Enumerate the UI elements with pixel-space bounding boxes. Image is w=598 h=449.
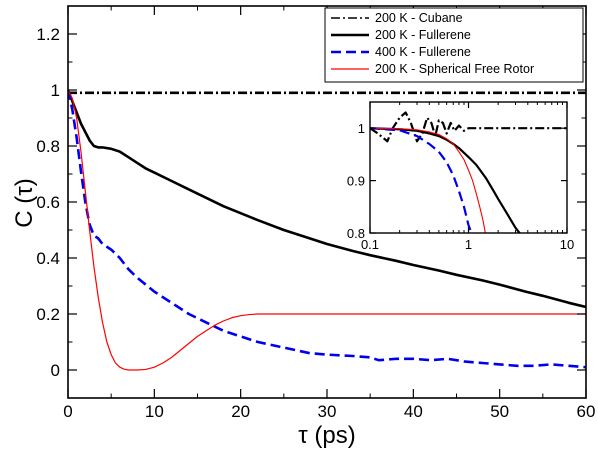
inset-series-line-1	[370, 127, 522, 233]
main-series-group	[68, 89, 586, 371]
legend-box	[324, 7, 584, 83]
main-y-tick-label-0: 0	[51, 361, 60, 380]
main-x-axis-label: τ (ps)	[298, 422, 355, 449]
inset-y-tick-label-1: 0.9	[347, 174, 365, 189]
main-x-tick-label-3: 30	[318, 402, 337, 421]
main-x-tick-label-4: 40	[404, 402, 423, 421]
main-x-tick-label-5: 50	[490, 402, 509, 421]
main-y-tick-label-4: 0.8	[36, 137, 60, 156]
main-x-tick-label-1: 10	[145, 402, 164, 421]
main-y-tick-label-6: 1.2	[36, 25, 60, 44]
legend-label-cubane: 200 K - Cubane	[375, 11, 463, 25]
main-plot: 0 10 20 30 40 50 60 0 0.2 0.4 0.6 0.8 1 1.2 τ (ps) C …	[11, 5, 596, 449]
inset-series-group	[370, 111, 567, 233]
inset-x-tick-label-0: 0.1	[361, 237, 379, 252]
main-y-tick-label-3: 0.6	[36, 193, 60, 212]
inset-series-line-3	[370, 127, 486, 233]
inset-y-tick-label-0: 0.8	[347, 226, 365, 241]
inset-x-tick-label-1: 1	[465, 237, 472, 252]
main-x-tick-label-6: 60	[577, 402, 596, 421]
main-y-axis-label: C (τ)	[11, 178, 38, 227]
main-y-tick-label-1: 0.2	[36, 305, 60, 324]
inset-series-line-2	[370, 127, 473, 233]
main-x-tick-label-2: 20	[231, 402, 250, 421]
main-series-line-3	[68, 89, 586, 371]
inset-background	[370, 102, 567, 233]
main-series-line-2	[68, 89, 586, 369]
legend: 200 K - Cubane 200 K - Fullerene 400 K -…	[324, 7, 584, 83]
inset-plot: 0.1 1 10 0.8 0.9 1	[347, 101, 574, 252]
legend-label-fullerene-200k: 200 K - Fullerene	[375, 28, 471, 42]
main-y-tick-label-2: 0.4	[36, 249, 60, 268]
inset-y-tick-label-2: 1	[358, 121, 365, 136]
main-x-tick-label-0: 0	[63, 402, 72, 421]
inset-x-tick-label-2: 10	[560, 237, 574, 252]
legend-label-free-rotor: 200 K - Spherical Free Rotor	[375, 62, 534, 76]
inset-ticks: 0.1 1 10 0.8 0.9 1	[347, 102, 574, 252]
main-series-line-1	[68, 89, 586, 309]
legend-label-fullerene-400k: 400 K - Fullerene	[375, 45, 471, 59]
main-y-tick-label-5: 1	[51, 81, 60, 100]
inset-series-line-0	[370, 111, 567, 143]
